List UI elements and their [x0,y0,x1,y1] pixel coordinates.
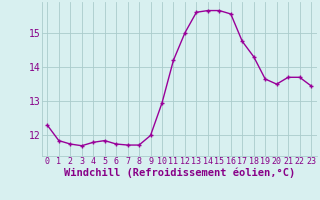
X-axis label: Windchill (Refroidissement éolien,°C): Windchill (Refroidissement éolien,°C) [64,168,295,178]
